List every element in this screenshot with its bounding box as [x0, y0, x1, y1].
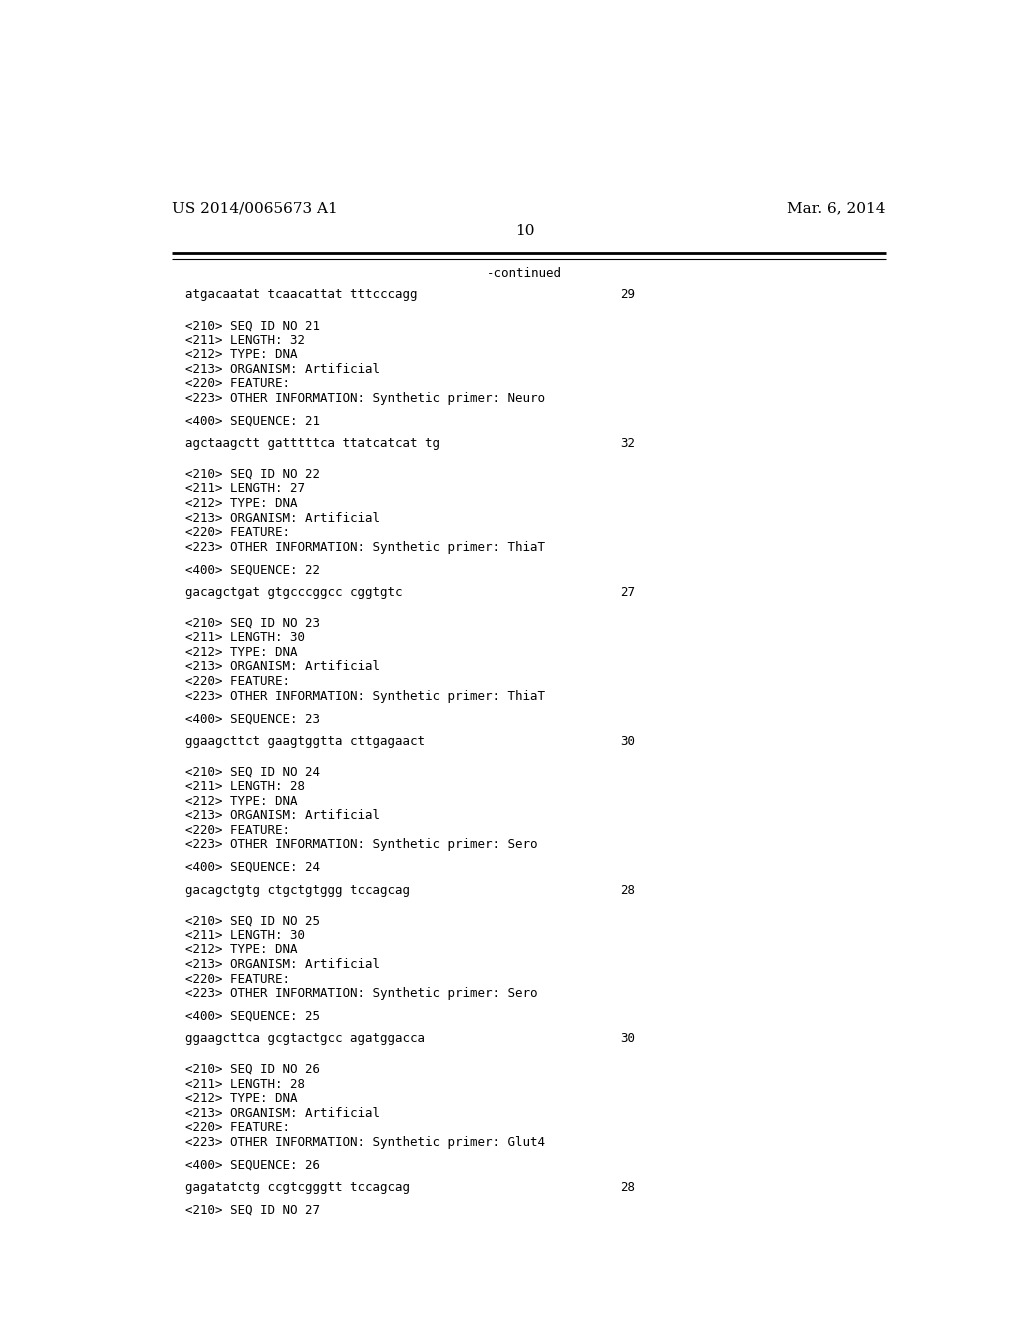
Text: <211> LENGTH: 30: <211> LENGTH: 30 [185, 929, 305, 941]
Text: <210> SEQ ID NO 26: <210> SEQ ID NO 26 [185, 1063, 321, 1076]
Text: <213> ORGANISM: Artificial: <213> ORGANISM: Artificial [185, 809, 380, 822]
Text: <220> FEATURE:: <220> FEATURE: [185, 1121, 290, 1134]
Text: <223> OTHER INFORMATION: Synthetic primer: Sero: <223> OTHER INFORMATION: Synthetic prime… [185, 987, 538, 1001]
Text: 28: 28 [620, 883, 635, 896]
Text: 32: 32 [620, 437, 635, 450]
Text: gacagctgat gtgcccggcc cggtgtc: gacagctgat gtgcccggcc cggtgtc [185, 586, 402, 599]
Text: 27: 27 [620, 586, 635, 599]
Text: <211> LENGTH: 28: <211> LENGTH: 28 [185, 1077, 305, 1090]
Text: <400> SEQUENCE: 21: <400> SEQUENCE: 21 [185, 414, 321, 428]
Text: US 2014/0065673 A1: US 2014/0065673 A1 [172, 201, 337, 215]
Text: gagatatctg ccgtcgggtt tccagcag: gagatatctg ccgtcgggtt tccagcag [185, 1181, 411, 1195]
Text: <212> TYPE: DNA: <212> TYPE: DNA [185, 1092, 298, 1105]
Text: atgacaatat tcaacattat tttcccagg: atgacaatat tcaacattat tttcccagg [185, 289, 418, 301]
Text: <213> ORGANISM: Artificial: <213> ORGANISM: Artificial [185, 363, 380, 376]
Text: <220> FEATURE:: <220> FEATURE: [185, 824, 290, 837]
Text: <210> SEQ ID NO 21: <210> SEQ ID NO 21 [185, 319, 321, 333]
Text: <223> OTHER INFORMATION: Synthetic primer: Glut4: <223> OTHER INFORMATION: Synthetic prime… [185, 1137, 545, 1148]
Text: 30: 30 [620, 735, 635, 748]
Text: <400> SEQUENCE: 24: <400> SEQUENCE: 24 [185, 861, 321, 874]
Text: <211> LENGTH: 27: <211> LENGTH: 27 [185, 483, 305, 495]
Text: <211> LENGTH: 32: <211> LENGTH: 32 [185, 334, 305, 347]
Text: <212> TYPE: DNA: <212> TYPE: DNA [185, 944, 298, 957]
Text: <400> SEQUENCE: 25: <400> SEQUENCE: 25 [185, 1010, 321, 1023]
Text: <400> SEQUENCE: 26: <400> SEQUENCE: 26 [185, 1159, 321, 1172]
Text: <213> ORGANISM: Artificial: <213> ORGANISM: Artificial [185, 1106, 380, 1119]
Text: <400> SEQUENCE: 23: <400> SEQUENCE: 23 [185, 713, 321, 725]
Text: <213> ORGANISM: Artificial: <213> ORGANISM: Artificial [185, 512, 380, 524]
Text: ggaagcttca gcgtactgcc agatggacca: ggaagcttca gcgtactgcc agatggacca [185, 1032, 425, 1045]
Text: <210> SEQ ID NO 27: <210> SEQ ID NO 27 [185, 1204, 321, 1217]
Text: <213> ORGANISM: Artificial: <213> ORGANISM: Artificial [185, 958, 380, 972]
Text: gacagctgtg ctgctgtggg tccagcag: gacagctgtg ctgctgtggg tccagcag [185, 883, 411, 896]
Text: <210> SEQ ID NO 23: <210> SEQ ID NO 23 [185, 616, 321, 630]
Text: <211> LENGTH: 30: <211> LENGTH: 30 [185, 631, 305, 644]
Text: 30: 30 [620, 1032, 635, 1045]
Text: ggaagcttct gaagtggtta cttgagaact: ggaagcttct gaagtggtta cttgagaact [185, 735, 425, 748]
Text: <210> SEQ ID NO 24: <210> SEQ ID NO 24 [185, 766, 321, 779]
Text: <223> OTHER INFORMATION: Synthetic primer: Neuro: <223> OTHER INFORMATION: Synthetic prime… [185, 392, 545, 405]
Text: <211> LENGTH: 28: <211> LENGTH: 28 [185, 780, 305, 793]
Text: <220> FEATURE:: <220> FEATURE: [185, 973, 290, 986]
Text: 28: 28 [620, 1181, 635, 1195]
Text: <220> FEATURE:: <220> FEATURE: [185, 527, 290, 540]
Text: <223> OTHER INFORMATION: Synthetic primer: ThiaT: <223> OTHER INFORMATION: Synthetic prime… [185, 689, 545, 702]
Text: 10: 10 [515, 224, 535, 239]
Text: <400> SEQUENCE: 22: <400> SEQUENCE: 22 [185, 564, 321, 577]
Text: <210> SEQ ID NO 25: <210> SEQ ID NO 25 [185, 915, 321, 927]
Text: agctaagctt gatttttca ttatcatcat tg: agctaagctt gatttttca ttatcatcat tg [185, 437, 440, 450]
Text: <212> TYPE: DNA: <212> TYPE: DNA [185, 645, 298, 659]
Text: <213> ORGANISM: Artificial: <213> ORGANISM: Artificial [185, 660, 380, 673]
Text: <212> TYPE: DNA: <212> TYPE: DNA [185, 348, 298, 362]
Text: Mar. 6, 2014: Mar. 6, 2014 [787, 201, 886, 215]
Text: 29: 29 [620, 289, 635, 301]
Text: <223> OTHER INFORMATION: Synthetic primer: Sero: <223> OTHER INFORMATION: Synthetic prime… [185, 838, 538, 851]
Text: <220> FEATURE:: <220> FEATURE: [185, 378, 290, 391]
Text: <212> TYPE: DNA: <212> TYPE: DNA [185, 498, 298, 510]
Text: <220> FEATURE:: <220> FEATURE: [185, 675, 290, 688]
Text: <223> OTHER INFORMATION: Synthetic primer: ThiaT: <223> OTHER INFORMATION: Synthetic prime… [185, 541, 545, 554]
Text: <212> TYPE: DNA: <212> TYPE: DNA [185, 795, 298, 808]
Text: -continued: -continued [487, 267, 562, 280]
Text: <210> SEQ ID NO 22: <210> SEQ ID NO 22 [185, 467, 321, 480]
